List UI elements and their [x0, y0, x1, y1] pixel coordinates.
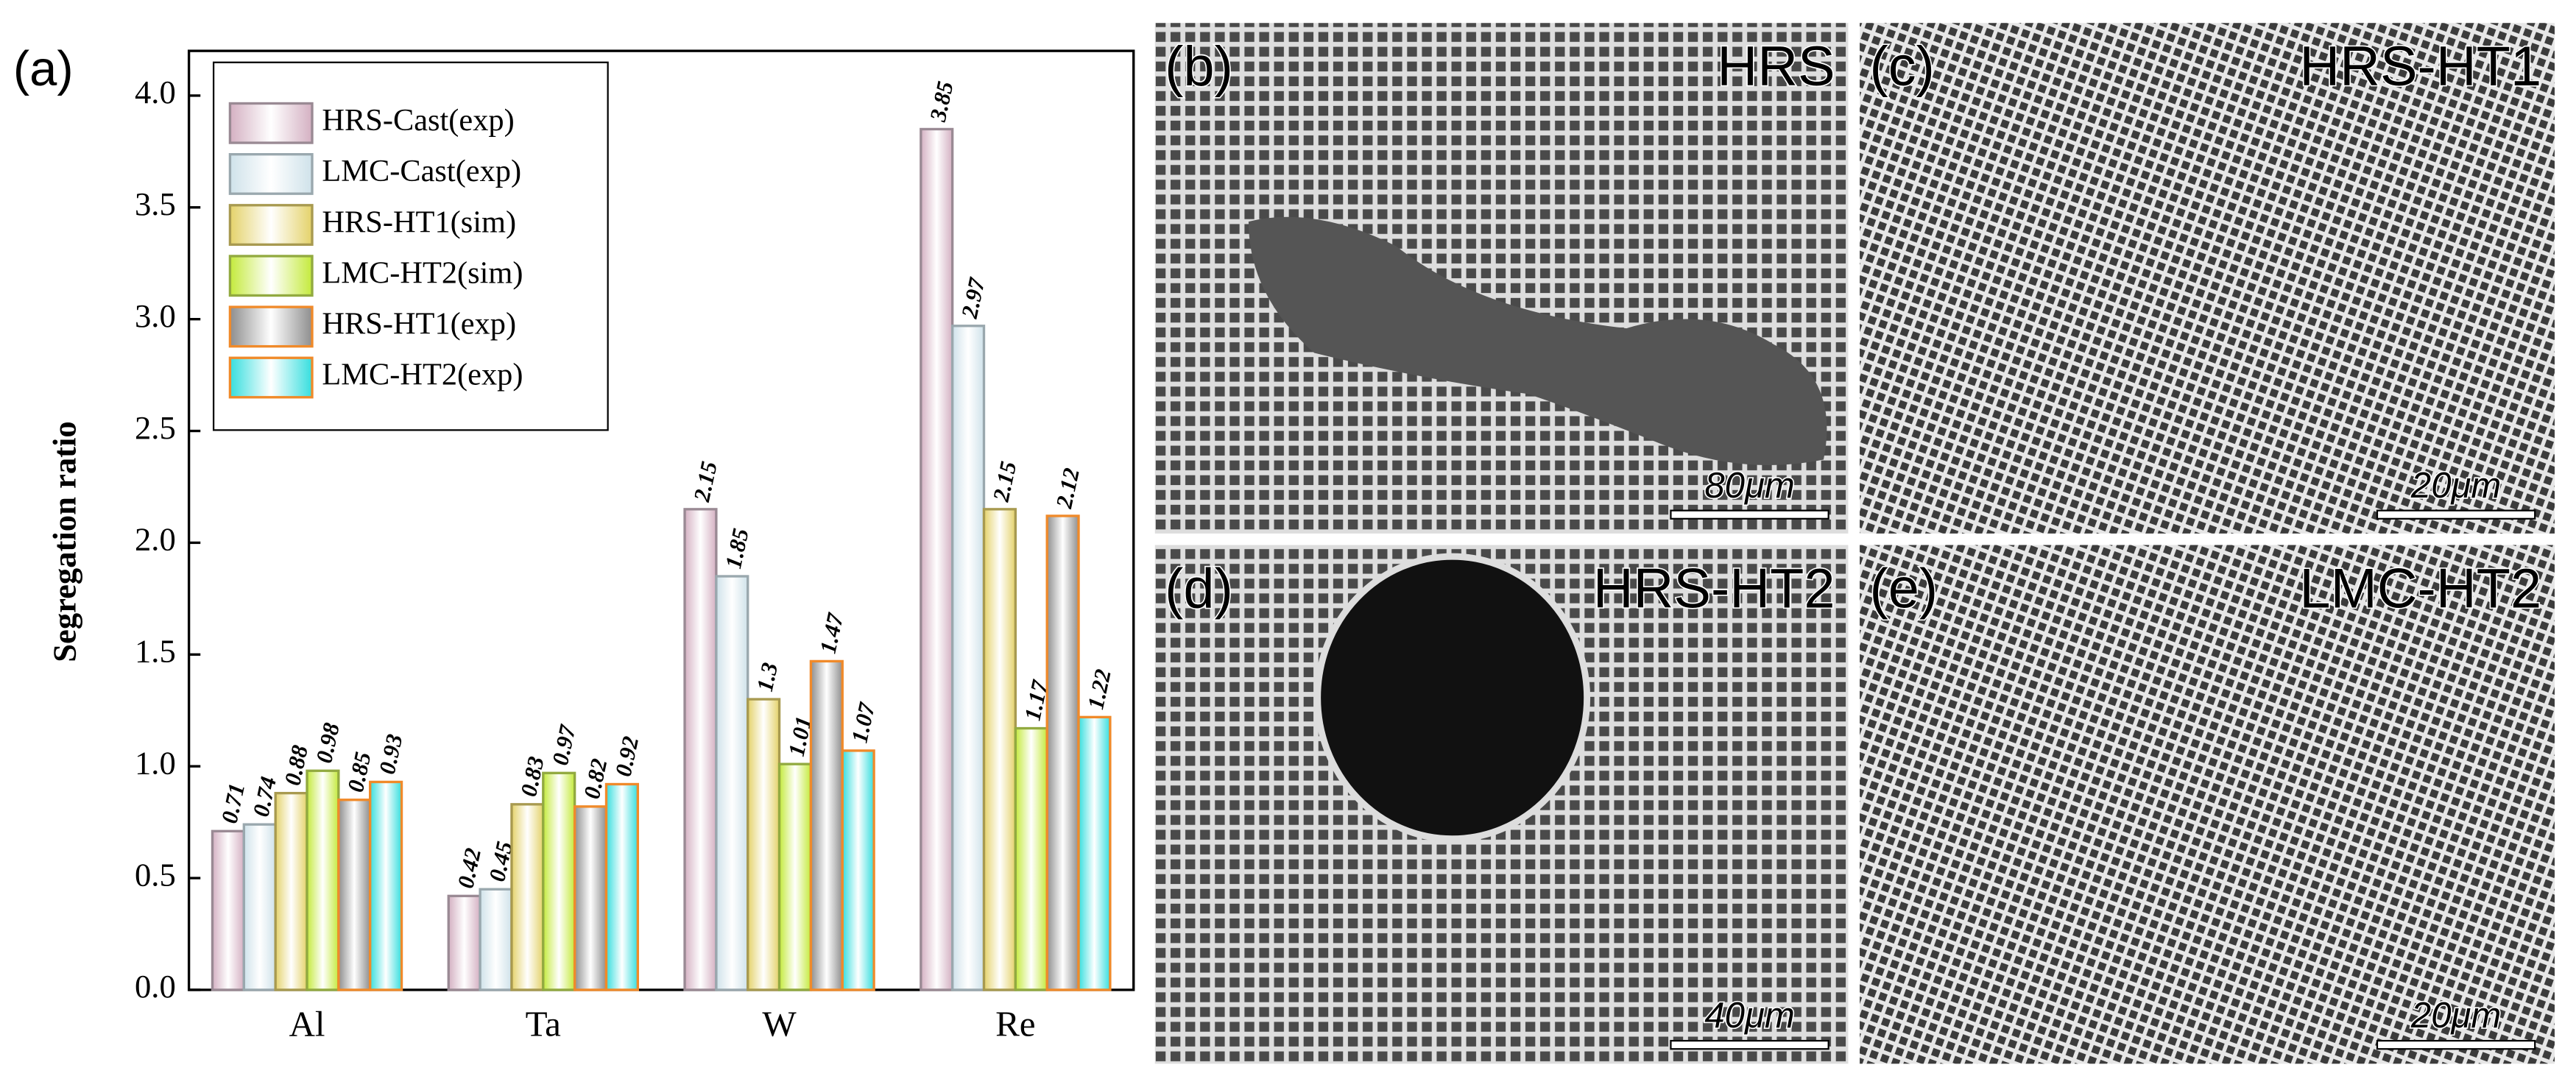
bar [542, 771, 576, 991]
legend-label: LMC-HT2(exp) [322, 358, 523, 392]
y-tick-label: 1.0 [135, 744, 176, 781]
panel-title: HRS-HT2 [1593, 557, 1835, 620]
bar [747, 698, 781, 991]
bar [369, 780, 403, 991]
y-tick-label: 3.5 [135, 185, 176, 222]
panel-title: LMC-HT2 [2299, 557, 2541, 620]
scale-text: 20μm [2410, 996, 2501, 1036]
panel-label: (d) [1165, 557, 1233, 620]
bar-chart: (a) Segregation ratio [13, 41, 1135, 991]
bar [306, 769, 340, 991]
x-tick-label: W [762, 1003, 797, 1044]
scale-text: 20μm [2410, 466, 2501, 506]
bar [274, 791, 308, 991]
panel-label: (b) [1165, 35, 1233, 98]
legend-swatch [228, 305, 314, 348]
legend-swatch [228, 102, 314, 144]
data-label: 0.93 [374, 732, 408, 776]
scale-bar [2376, 1039, 2536, 1050]
micrograph [1860, 545, 2555, 1064]
x-tick-label: Ta [526, 1003, 562, 1044]
bar [211, 829, 245, 991]
dark-region [1248, 216, 1827, 465]
micrograph-d [1154, 545, 1849, 1064]
x-tick-label: Re [995, 1003, 1036, 1044]
legend-swatch [228, 356, 314, 399]
data-label: 2.15 [987, 459, 1021, 505]
bar [950, 325, 986, 991]
scale-text: 40μm [1704, 996, 1794, 1036]
bar [1014, 726, 1048, 991]
legend-label: HRS-HT1(exp) [322, 307, 516, 341]
data-label: 0.97 [547, 722, 581, 768]
panel-label: (a) [13, 41, 74, 96]
y-tick-label: 4.0 [135, 74, 176, 110]
bar [777, 762, 813, 991]
bar [573, 805, 608, 991]
plot-frame [187, 49, 1135, 991]
panel-label: (c) [1869, 35, 1934, 98]
data-label: 3.85 [925, 79, 959, 124]
scale-bar [1670, 1039, 1829, 1050]
legend-swatch [228, 152, 314, 195]
y-tick-label: 3.0 [135, 297, 176, 334]
bar [510, 803, 545, 991]
data-label: 2.97 [956, 275, 990, 321]
legend-label: LMC-Cast(exp) [322, 154, 521, 188]
panel-label: (e) [1869, 557, 1938, 620]
y-tick-label: 0.0 [135, 968, 176, 1005]
data-label: 1.22 [1082, 667, 1116, 712]
data-label: 2.12 [1051, 466, 1084, 512]
bar [479, 888, 513, 991]
panel-title: HRS-HT1 [2299, 35, 2541, 98]
y-tick-label: 2.0 [135, 521, 176, 558]
panel-title: HRS [1717, 35, 1835, 98]
bar [337, 799, 372, 991]
legend-swatch [228, 204, 314, 247]
data-label: 1.85 [720, 526, 754, 571]
scale-bar [1670, 509, 1829, 520]
bar [809, 659, 844, 991]
y-tick-label: 0.5 [135, 856, 176, 893]
bar [841, 749, 875, 991]
hole [1314, 553, 1591, 843]
legend-swatch [228, 255, 314, 297]
scale-bar [2376, 509, 2536, 520]
micrograph-b [1154, 23, 1849, 534]
bar [683, 508, 718, 991]
y-tick-label: 2.5 [135, 409, 176, 446]
data-label: 1.3 [752, 660, 783, 693]
bar [1045, 514, 1080, 991]
legend-label: HRS-HT1(sim) [322, 205, 516, 239]
data-label: 0.98 [311, 721, 345, 765]
bar [920, 127, 954, 991]
data-label: 0.92 [610, 734, 644, 779]
data-label: 2.15 [688, 459, 722, 505]
bar [447, 894, 481, 991]
micrograph [1860, 23, 2555, 534]
bar [604, 782, 639, 991]
y-axis-label: Segregation ratio [46, 421, 83, 662]
bar [982, 508, 1017, 991]
data-label: 1.47 [815, 610, 849, 656]
legend-label: HRS-Cast(exp) [322, 103, 514, 138]
bar [715, 575, 749, 991]
x-tick-label: Al [289, 1003, 325, 1044]
scale-text: 80μm [1704, 466, 1794, 506]
y-tick-label: 1.5 [135, 633, 176, 670]
data-label: 0.71 [216, 781, 250, 826]
bar [1077, 715, 1112, 991]
legend-label: LMC-HT2(sim) [322, 255, 523, 290]
bar [242, 823, 277, 991]
data-label: 1.07 [846, 699, 880, 745]
data-label: 0.42 [452, 846, 486, 891]
